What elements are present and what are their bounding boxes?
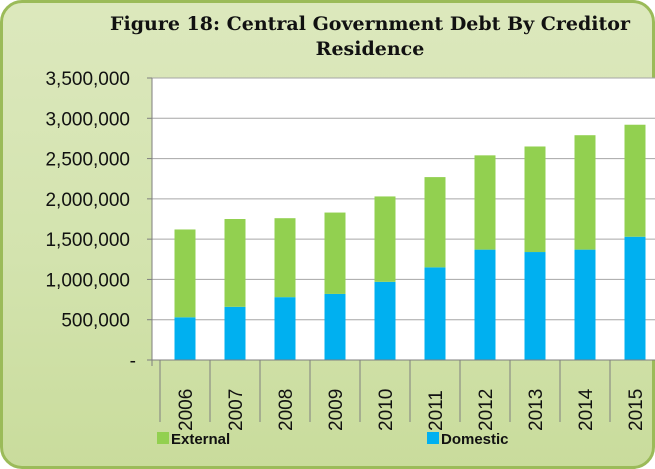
bar-external (524, 146, 546, 253)
bar-domestic (524, 252, 546, 360)
y-tick-label: 3,500,000 (45, 69, 130, 90)
bar-external (624, 124, 646, 237)
bar-domestic (424, 267, 446, 360)
legend-label-domestic: Domestic (441, 431, 509, 448)
legend-swatch-external (157, 432, 169, 444)
bar-external (574, 135, 596, 250)
bar-external (224, 219, 246, 307)
x-tick-label: 2011 (426, 390, 447, 431)
bar-external (174, 229, 196, 318)
y-tick-label: 1,500,000 (45, 230, 130, 251)
x-tick-label: 2014 (576, 388, 597, 431)
y-tick-label: 500,000 (61, 311, 130, 332)
x-tick-label: 2009 (326, 389, 347, 431)
x-tick-label: 2007 (226, 389, 247, 431)
chart-title: Figure 18: Central Government Debt By Cr… (110, 13, 630, 60)
bar-external (474, 155, 496, 250)
bar-domestic (474, 249, 496, 360)
bar-domestic (374, 281, 396, 360)
y-tick-label: 2,500,000 (45, 150, 130, 171)
x-tick-label: 2013 (526, 389, 547, 431)
bar-external (274, 218, 296, 298)
x-tick-label: 2010 (376, 389, 397, 431)
y-tick-label: 3,000,000 (45, 109, 130, 130)
x-tick-label: 2006 (176, 389, 197, 431)
bar-domestic (174, 317, 196, 360)
y-tick-label: 2,000,000 (45, 190, 130, 211)
bar-domestic (324, 293, 346, 360)
bar-domestic (574, 249, 596, 360)
bar-domestic (224, 306, 246, 360)
legend-swatch-domestic (427, 432, 439, 444)
bar-external (324, 212, 346, 294)
bar-domestic (274, 297, 296, 360)
y-tick-label: 1,000,000 (45, 270, 130, 291)
bar-domestic (624, 236, 646, 360)
x-tick-label: 2012 (476, 389, 497, 431)
bar-external (424, 177, 446, 268)
y-tick-label: - (130, 351, 136, 372)
bar-external (374, 196, 396, 282)
x-tick-label: 2015 (626, 389, 647, 431)
x-tick-label: 2008 (276, 389, 297, 431)
legend-label-external: External (171, 431, 230, 448)
